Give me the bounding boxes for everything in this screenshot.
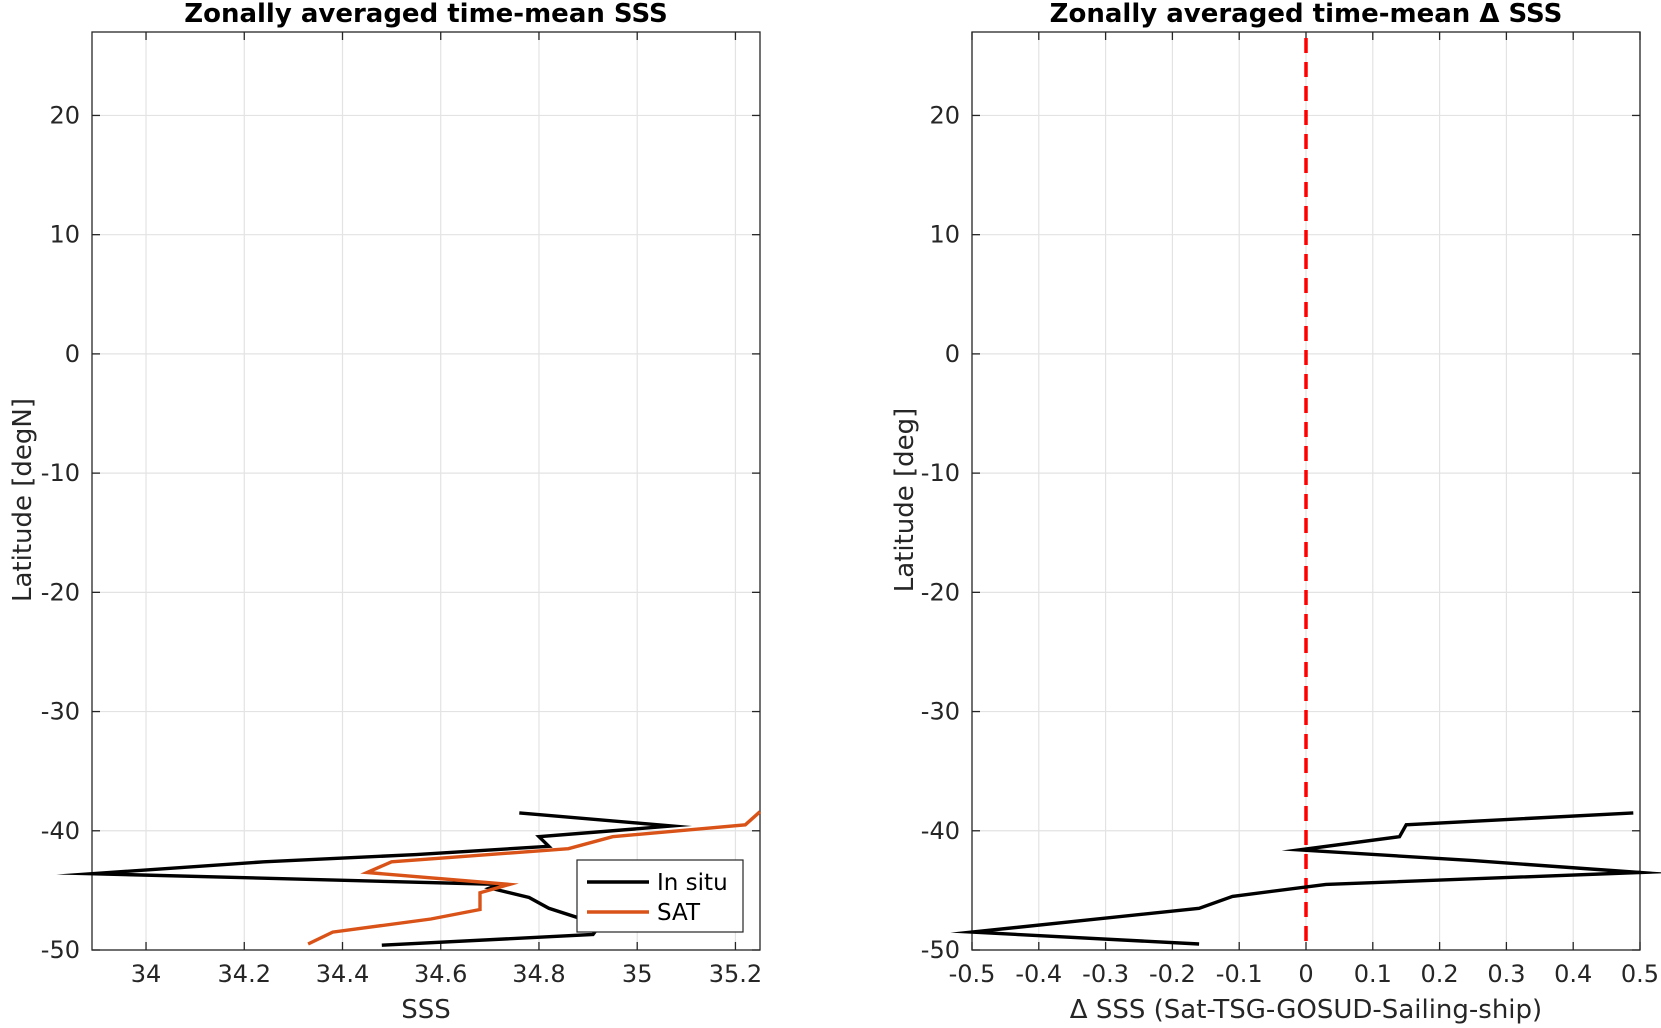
panel-1: 34 34.2 34.4 34.6 34.8 35 35.2 -50 -40 -30 -20 -10 0… bbox=[8, 0, 762, 1025]
y-tick-label: -30 bbox=[921, 698, 960, 726]
x-tick-label: 0.3 bbox=[1487, 960, 1525, 988]
x-tick-label: 34.4 bbox=[316, 960, 369, 988]
x-tick-label: 0.2 bbox=[1421, 960, 1459, 988]
x-tick-label: 0.4 bbox=[1554, 960, 1592, 988]
x-tick-label: -0.1 bbox=[1216, 960, 1263, 988]
x-tick-label: 34.2 bbox=[218, 960, 271, 988]
legend-box bbox=[576, 859, 744, 933]
x-tick-label: 34 bbox=[131, 960, 162, 988]
x-axis-label: SSS bbox=[401, 995, 451, 1025]
y-tick-label: 0 bbox=[65, 340, 80, 368]
y-tick-label: -50 bbox=[41, 936, 80, 964]
panel-2: -0.5 -0.4 -0.3 -0.2 -0.1 0 0.1 0.2 0.3 0.4 0.5 -50 -… bbox=[890, 0, 1661, 1025]
y-tick-label: -10 bbox=[41, 459, 80, 487]
legend-label: SAT bbox=[657, 900, 701, 926]
x-tick-label: -0.3 bbox=[1082, 960, 1129, 988]
y-tick-label: 20 bbox=[929, 101, 960, 129]
series-line-sat bbox=[307, 810, 762, 946]
x-tick-label: 35.2 bbox=[709, 960, 762, 988]
x-axis-label: Δ SSS (Sat-TSG-GOSUD-Sailing-ship) bbox=[1070, 995, 1542, 1025]
chart-title: Zonally averaged time-mean SSS bbox=[184, 0, 668, 29]
y-tick-label: 20 bbox=[49, 101, 80, 129]
y-tick-label: -10 bbox=[921, 459, 960, 487]
chart-title: Zonally averaged time-mean Δ SSS bbox=[1050, 0, 1563, 29]
x-tick-label: 0 bbox=[1298, 960, 1313, 988]
x-tick-label: -0.2 bbox=[1149, 960, 1196, 988]
y-tick-label: -50 bbox=[921, 936, 960, 964]
y-tick-label: 10 bbox=[929, 221, 960, 249]
y-tick-label: -40 bbox=[921, 817, 960, 845]
y-tick-label: 10 bbox=[49, 221, 80, 249]
grid bbox=[92, 32, 760, 951]
y-axis-label: Latitude [degN] bbox=[8, 398, 38, 602]
legend: In situ SAT bbox=[576, 859, 744, 933]
series-line-1 bbox=[950, 811, 1661, 946]
legend-label: In situ bbox=[657, 870, 728, 896]
axes-frame bbox=[91, 31, 761, 951]
x-tick-label: -0.4 bbox=[1015, 960, 1062, 988]
y-tick-label: -40 bbox=[41, 817, 80, 845]
x-tick-label: 34.6 bbox=[414, 960, 467, 988]
x-tick-label: 35 bbox=[622, 960, 653, 988]
x-tick-label: 0.1 bbox=[1354, 960, 1392, 988]
y-tick-label: -20 bbox=[921, 578, 960, 606]
y-tick-label: 0 bbox=[945, 340, 960, 368]
y-tick-label: -20 bbox=[41, 578, 80, 606]
x-tick-label: -0.5 bbox=[949, 960, 996, 988]
x-tick-label: 34.8 bbox=[512, 960, 565, 988]
y-tick-label: -30 bbox=[41, 698, 80, 726]
y-axis-label: Latitude [deg] bbox=[890, 408, 920, 593]
x-tick-label: 0.5 bbox=[1621, 960, 1659, 988]
